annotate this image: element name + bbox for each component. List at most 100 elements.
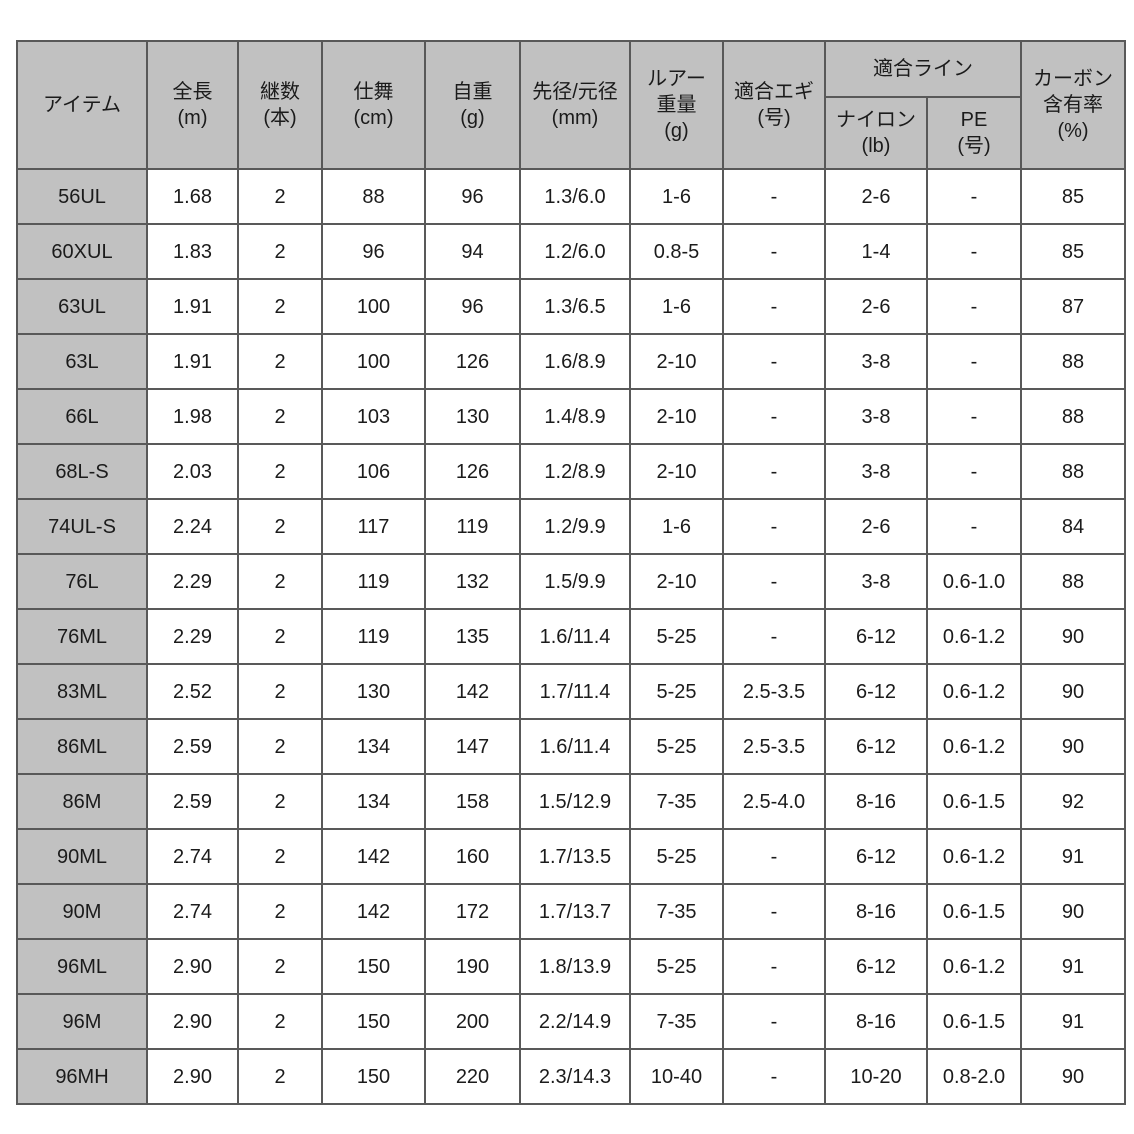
spec-value-cell: 2.74: [146, 828, 239, 885]
spec-value-cell: 5-25: [629, 828, 724, 885]
table-row: 96MH 2.90 2 150 220 2.3/14.3 10-40-10-20 0.8-2.…: [16, 1048, 1126, 1105]
spec-value-cell: 1.7/11.4: [519, 663, 631, 720]
spec-value-cell: -: [722, 168, 826, 225]
rod-spec-table: アイテム 全長 (m) 継数 (本) 仕舞 (cm) 自重 (g) 先径/元径 …: [16, 40, 1126, 1105]
row-header-item: 96M: [16, 993, 148, 1050]
table-row: 90ML 2.74 2 142 160 1.7/13.5 5-25-6-12 0.6-1.2 9…: [16, 828, 1126, 885]
spec-value-cell: 0.6-1.5: [926, 773, 1022, 830]
spec-value-cell: 1-6: [629, 168, 724, 225]
spec-value-cell: -: [722, 828, 826, 885]
spec-value-cell: 135: [424, 608, 521, 665]
spec-value-cell: -: [926, 278, 1022, 335]
spec-value-cell: 134: [321, 718, 426, 775]
spec-value-cell: 130: [424, 388, 521, 445]
spec-value-cell: 117: [321, 498, 426, 555]
spec-value-cell: 106: [321, 443, 426, 500]
table-row: 90M 2.74 2 142 172 1.7/13.7 7-35-8-16 0.6-1.5 90: [16, 883, 1126, 940]
spec-value-cell: 87: [1020, 278, 1126, 335]
spec-value-cell: 2: [237, 333, 323, 390]
spec-value-cell: 8-16: [824, 993, 928, 1050]
spec-value-cell: 100: [321, 333, 426, 390]
spec-value-cell: -: [926, 168, 1022, 225]
spec-value-cell: 2: [237, 828, 323, 885]
spec-value-cell: 1.68: [146, 168, 239, 225]
header-row-sub: ナイロン (lb) PE (号): [17, 96, 1125, 170]
spec-value-cell: 7-35: [629, 883, 724, 940]
spec-value-cell: 7-35: [629, 773, 724, 830]
col-header-total-length: 全長 (m): [146, 40, 239, 170]
spec-value-cell: 1.3/6.5: [519, 278, 631, 335]
spec-value-cell: 1.98: [146, 388, 239, 445]
spec-value-cell: 119: [321, 553, 426, 610]
spec-value-cell: 88: [1020, 443, 1126, 500]
table-row: 96ML 2.90 2 150 190 1.8/13.9 5-25-6-12 0.6-1.2 9…: [16, 938, 1126, 995]
spec-value-cell: 2.5-3.5: [722, 718, 826, 775]
spec-value-cell: 88: [1020, 553, 1126, 610]
spec-value-cell: 2.2/14.9: [519, 993, 631, 1050]
row-header-item: 86M: [16, 773, 148, 830]
spec-value-cell: 1.8/13.9: [519, 938, 631, 995]
row-header-item: 66L: [16, 388, 148, 445]
spec-value-cell: 5-25: [629, 663, 724, 720]
spec-value-cell: 2.29: [146, 553, 239, 610]
spec-value-cell: 1.6/8.9: [519, 333, 631, 390]
spec-value-cell: 103: [321, 388, 426, 445]
spec-value-cell: 91: [1020, 938, 1126, 995]
spec-value-cell: 150: [321, 938, 426, 995]
spec-value-cell: -: [722, 608, 826, 665]
row-header-item: 76ML: [16, 608, 148, 665]
spec-value-cell: 1-6: [629, 498, 724, 555]
spec-value-cell: 2: [237, 443, 323, 500]
spec-value-cell: -: [926, 388, 1022, 445]
col-header-pe-line: PE (号): [926, 96, 1022, 170]
row-header-item: 90ML: [16, 828, 148, 885]
spec-value-cell: 2.24: [146, 498, 239, 555]
spec-value-cell: 2: [237, 938, 323, 995]
spec-value-cell: 10-20: [824, 1048, 928, 1105]
col-header-closed-length: 仕舞 (cm): [321, 40, 426, 170]
table-row: 68L-S 2.03 2 106 126 1.2/8.9 2-10-3-8-88: [16, 443, 1126, 500]
spec-value-cell: 2: [237, 993, 323, 1050]
spec-value-cell: 5-25: [629, 938, 724, 995]
spec-value-cell: 142: [321, 828, 426, 885]
spec-value-cell: 2.03: [146, 443, 239, 500]
spec-value-cell: 132: [424, 553, 521, 610]
spec-value-cell: 1.91: [146, 333, 239, 390]
spec-value-cell: 2: [237, 773, 323, 830]
row-header-item: 86ML: [16, 718, 148, 775]
spec-value-cell: 88: [1020, 388, 1126, 445]
spec-value-cell: 3-8: [824, 553, 928, 610]
spec-value-cell: 85: [1020, 168, 1126, 225]
spec-value-cell: 172: [424, 883, 521, 940]
spec-value-cell: 1.91: [146, 278, 239, 335]
spec-value-cell: 90: [1020, 718, 1126, 775]
spec-value-cell: 88: [1020, 333, 1126, 390]
spec-value-cell: 1.83: [146, 223, 239, 280]
spec-value-cell: 8-16: [824, 883, 928, 940]
spec-value-cell: -: [926, 333, 1022, 390]
spec-value-cell: -: [722, 553, 826, 610]
spec-value-cell: 0.8-5: [629, 223, 724, 280]
spec-value-cell: 0.6-1.2: [926, 718, 1022, 775]
spec-value-cell: 142: [321, 883, 426, 940]
spec-value-cell: 8-16: [824, 773, 928, 830]
col-header-nylon-line: ナイロン (lb): [824, 96, 928, 170]
spec-value-cell: 5-25: [629, 608, 724, 665]
col-header-item: アイテム: [16, 40, 148, 170]
spec-value-cell: 1.2/9.9: [519, 498, 631, 555]
spec-value-cell: -: [926, 443, 1022, 500]
spec-value-cell: 5-25: [629, 718, 724, 775]
spec-value-cell: 1.7/13.5: [519, 828, 631, 885]
col-header-piece-count: 継数 (本): [237, 40, 323, 170]
spec-value-cell: 90: [1020, 1048, 1126, 1105]
spec-value-cell: 2: [237, 608, 323, 665]
spec-value-cell: 0.6-1.2: [926, 663, 1022, 720]
spec-value-cell: 150: [321, 993, 426, 1050]
spec-value-cell: 96: [424, 278, 521, 335]
spec-value-cell: 90: [1020, 608, 1126, 665]
row-header-item: 83ML: [16, 663, 148, 720]
spec-value-cell: -: [722, 1048, 826, 1105]
row-header-item: 60XUL: [16, 223, 148, 280]
spec-value-cell: 90: [1020, 663, 1126, 720]
